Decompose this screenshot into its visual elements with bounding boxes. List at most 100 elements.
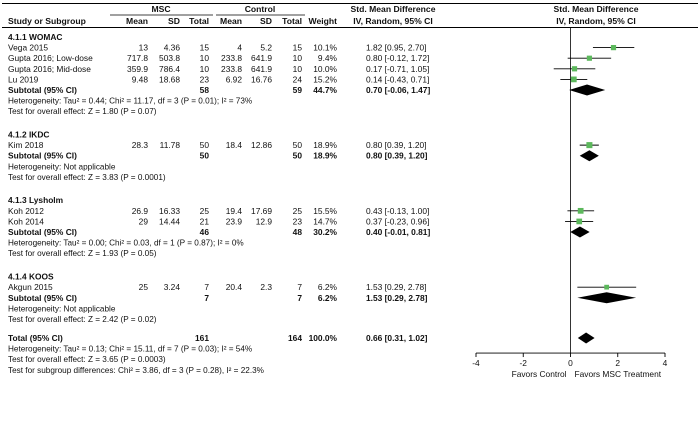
- control-sd: 16.76: [251, 74, 272, 84]
- subtotal-control-total: 48: [293, 227, 303, 237]
- subtotal-msc-total: 50: [200, 151, 210, 161]
- msc-mean: 13: [139, 43, 149, 53]
- x-tick-label: 0: [568, 358, 573, 368]
- control-sd: 12.9: [256, 216, 273, 226]
- control-total: 23: [293, 216, 303, 226]
- total-weight: 100.0%: [309, 333, 338, 343]
- overall-effect-text: Test for overall effect: Z = 1.80 (P = 0…: [8, 107, 157, 116]
- control-total: 10: [293, 64, 303, 74]
- heterogeneity-text: Heterogeneity: Not applicable: [8, 304, 116, 313]
- subtotal-weight: 18.9%: [313, 151, 337, 161]
- control-total: 10: [293, 53, 303, 63]
- msc-sd: 503.8: [159, 53, 180, 63]
- header-ctrl-mean: Mean: [220, 16, 242, 26]
- study-name: Vega 2015: [8, 43, 48, 53]
- study-name: Gupta 2016; Mid-dose: [8, 64, 91, 74]
- subgroup-differences-text: Test for subgroup differences: Chi² = 3.…: [8, 366, 264, 375]
- total-control-n: 164: [288, 333, 302, 343]
- header-msc-sd: SD: [168, 16, 180, 26]
- control-mean: 18.4: [226, 140, 243, 150]
- subtotal-weight: 44.7%: [313, 85, 337, 95]
- msc-total: 10: [200, 53, 210, 63]
- msc-sd: 3.24: [164, 282, 181, 292]
- msc-sd: 18.68: [159, 74, 180, 84]
- study-ci: 0.17 [-0.71, 1.05]: [366, 64, 429, 74]
- subgroup-title: 4.1.4 KOOS: [8, 272, 54, 282]
- subgroup-title: 4.1.3 Lysholm: [8, 195, 63, 205]
- x-tick-label: -2: [520, 358, 528, 368]
- study-ci: 0.80 [-0.12, 1.72]: [366, 53, 429, 63]
- study-weight: 9.4%: [318, 53, 338, 63]
- msc-mean: 26.9: [132, 206, 149, 216]
- total-heterogeneity-text: Heterogeneity: Tau² = 0.13; Chi² = 15.11…: [8, 345, 252, 354]
- study-weight: 18.9%: [313, 140, 337, 150]
- control-sd: 12.86: [251, 140, 272, 150]
- control-total: 25: [293, 206, 303, 216]
- header-smd-right: Std. Mean Difference: [553, 4, 638, 14]
- header-ctrl-total: Total: [282, 16, 302, 26]
- control-sd: 5.2: [260, 43, 272, 53]
- subtotal-control-total: 59: [293, 85, 303, 95]
- subtotal-ci: 0.70 [-0.06, 1.47]: [366, 85, 430, 95]
- study-effect-box: [577, 207, 584, 214]
- control-sd: 2.3: [260, 282, 272, 292]
- study-ci: 0.80 [0.39, 1.20]: [366, 140, 427, 150]
- study-weight: 10.1%: [313, 43, 337, 53]
- study-effect-box: [571, 66, 578, 72]
- control-sd: 641.9: [251, 64, 272, 74]
- overall-effect-text: Test for overall effect: Z = 3.83 (P = 0…: [8, 173, 166, 182]
- study-name: Akgun 2015: [8, 282, 53, 292]
- study-name: Koh 2012: [8, 206, 44, 216]
- overall-effect-text: Test for overall effect: Z = 2.42 (P = 0…: [8, 315, 157, 324]
- subtotal-msc-total: 46: [200, 227, 210, 237]
- study-weight: 15.5%: [313, 206, 337, 216]
- heterogeneity-text: Heterogeneity: Tau² = 0.00; Chi² = 0.03,…: [8, 239, 244, 248]
- study-weight: 10.0%: [313, 64, 337, 74]
- favors-control-label: Favors Control: [512, 369, 567, 379]
- subtotal-weight: 6.2%: [318, 293, 338, 303]
- study-name: Kim 2018: [8, 140, 44, 150]
- study-effect-box: [610, 44, 617, 51]
- subgroup-title: 4.1.1 WOMAC: [8, 32, 62, 42]
- msc-total: 25: [200, 206, 210, 216]
- control-mean: 6.92: [226, 74, 243, 84]
- total-label: Total (95% CI): [8, 333, 63, 343]
- study-weight: 6.2%: [318, 282, 338, 292]
- control-total: 24: [293, 74, 303, 84]
- control-total: 7: [297, 282, 302, 292]
- study-name: Gupta 2016; Low-dose: [8, 53, 93, 63]
- subtotal-diamond: [569, 84, 606, 96]
- header-method-left: IV, Random, 95% CI: [353, 16, 432, 26]
- subtotal-msc-total: 58: [200, 85, 210, 95]
- control-total: 50: [293, 140, 303, 150]
- msc-mean: 28.3: [132, 140, 149, 150]
- study-weight: 15.2%: [313, 74, 337, 84]
- subtotal-label: Subtotal (95% CI): [8, 293, 77, 303]
- x-tick-label: 2: [615, 358, 620, 368]
- subtotal-label: Subtotal (95% CI): [8, 85, 77, 95]
- study-weight: 14.7%: [313, 216, 337, 226]
- msc-total: 23: [200, 74, 210, 84]
- msc-sd: 4.36: [164, 43, 181, 53]
- study-effect-box: [576, 218, 583, 225]
- msc-mean: 9.48: [132, 74, 149, 84]
- msc-total: 50: [200, 140, 210, 150]
- study-ci: 0.43 [-0.13, 1.00]: [366, 206, 429, 216]
- total-ci: 0.66 [0.31, 1.02]: [366, 333, 428, 343]
- favors-msc-label: Favors MSC Treatment: [575, 369, 662, 379]
- msc-sd: 16.33: [159, 206, 180, 216]
- header-smd-left: Std. Mean Difference: [350, 4, 435, 14]
- msc-total: 15: [200, 43, 210, 53]
- subtotal-diamond: [577, 292, 637, 304]
- subtotal-diamond: [570, 226, 590, 238]
- heterogeneity-text: Heterogeneity: Tau² = 0.44; Chi² = 11.17…: [8, 97, 252, 106]
- control-mean: 4: [237, 43, 242, 53]
- overall-effect-text: Test for overall effect: Z = 1.93 (P = 0…: [8, 249, 157, 258]
- subtotal-ci: 0.80 [0.39, 1.20]: [366, 151, 428, 161]
- control-mean: 20.4: [226, 282, 243, 292]
- msc-total: 10: [200, 64, 210, 74]
- header-weight: Weight: [309, 16, 338, 26]
- header-ctrl-sd: SD: [260, 16, 272, 26]
- subtotal-label: Subtotal (95% CI): [8, 227, 77, 237]
- control-sd: 17.69: [251, 206, 272, 216]
